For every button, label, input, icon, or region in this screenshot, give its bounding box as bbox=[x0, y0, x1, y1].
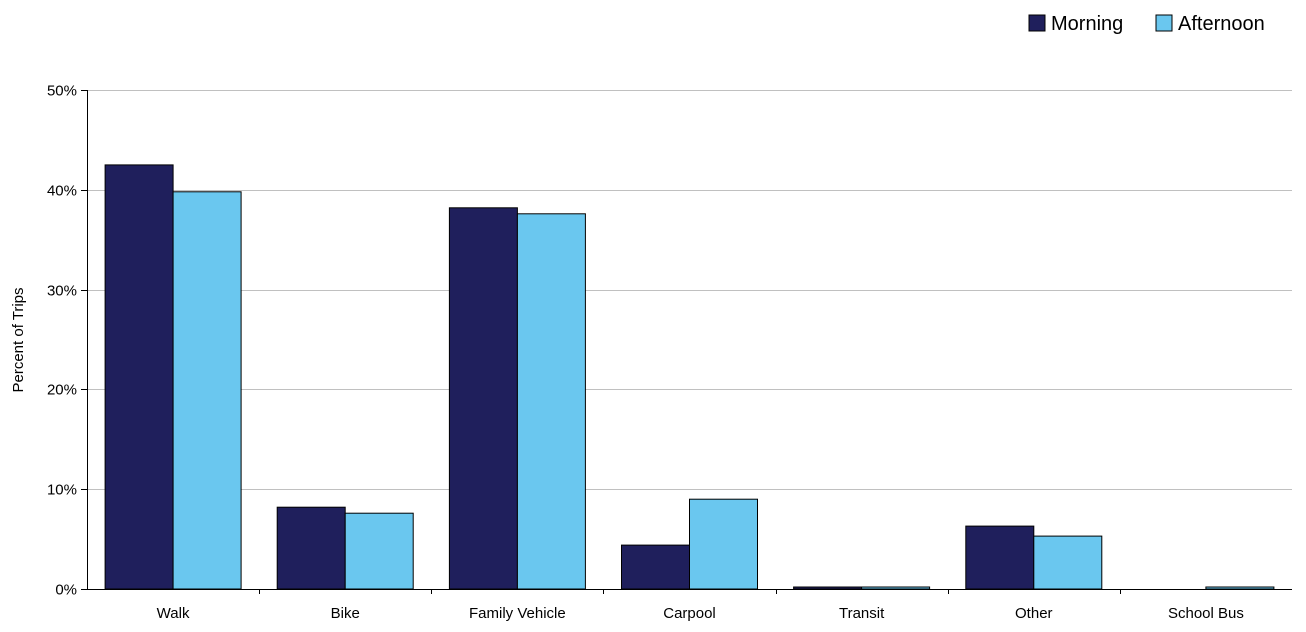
y-tick-label: 30% bbox=[47, 283, 77, 300]
x-tick-label: School Bus bbox=[1168, 605, 1244, 622]
x-tick-label: Carpool bbox=[663, 605, 716, 622]
x-tick-label: Transit bbox=[839, 605, 885, 622]
bar-morning-bike bbox=[276, 506, 346, 590]
axes bbox=[81, 90, 1292, 594]
bar-afternoon-bike bbox=[344, 512, 414, 590]
x-tick-label: Walk bbox=[157, 605, 190, 622]
grid-lines bbox=[87, 90, 1292, 490]
bar-morning-other bbox=[965, 525, 1035, 590]
legend-item-afternoon: Afternoon bbox=[1155, 13, 1265, 35]
y-tick-label: 50% bbox=[47, 83, 77, 100]
y-tick-label: 10% bbox=[47, 482, 77, 499]
bar-afternoon-carpool bbox=[689, 498, 758, 590]
x-tick-labels: Walk Bike Family Vehicle Carpool Transit Othe… bbox=[157, 605, 1244, 622]
bar-afternoon-walk bbox=[172, 191, 242, 590]
y-tick-labels: 0% 10% 20% 30% 40% 50% bbox=[47, 83, 77, 599]
legend: Morning Afternoon bbox=[1028, 13, 1265, 35]
bar-morning-family-vehicle bbox=[448, 207, 518, 590]
bar-afternoon-transit bbox=[861, 586, 931, 590]
bars bbox=[104, 164, 1275, 590]
legend-swatch bbox=[1028, 14, 1046, 32]
x-tick-label: Family Vehicle bbox=[469, 605, 566, 622]
legend-item-morning: Morning bbox=[1028, 13, 1123, 35]
bar-afternoon-other bbox=[1033, 535, 1103, 590]
x-tick-label: Bike bbox=[331, 605, 360, 622]
bar-morning-transit bbox=[793, 586, 863, 590]
y-tick-label: 0% bbox=[55, 582, 77, 599]
legend-label: Morning bbox=[1051, 13, 1123, 35]
bar-morning-carpool bbox=[621, 544, 690, 590]
x-tick-label: Other bbox=[1015, 605, 1053, 622]
y-axis-title: Percent of Trips bbox=[10, 287, 27, 392]
bar-afternoon-school-bus bbox=[1205, 586, 1275, 590]
y-tick-label: 40% bbox=[47, 183, 77, 200]
bar-afternoon-family-vehicle bbox=[516, 213, 586, 590]
y-tick-label: 20% bbox=[47, 382, 77, 399]
bar-morning-walk bbox=[104, 164, 174, 590]
legend-swatch bbox=[1155, 14, 1173, 32]
legend-label: Afternoon bbox=[1178, 13, 1265, 35]
